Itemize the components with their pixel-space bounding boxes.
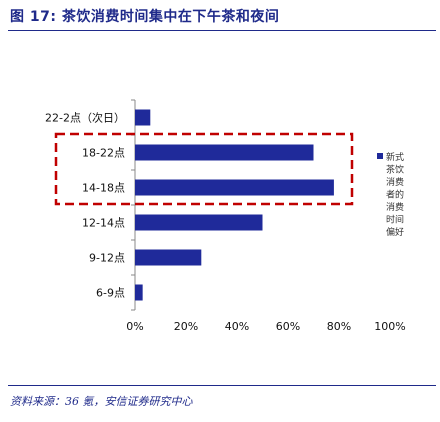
legend-label-line: 茶饮 <box>386 164 404 176</box>
highlight-box <box>54 132 354 206</box>
bar-1 <box>135 109 151 126</box>
footer-divider <box>8 385 436 386</box>
bar-5 <box>135 249 202 266</box>
legend-label-line: 新式 <box>386 151 404 163</box>
x-tick-label: 0% <box>126 320 143 333</box>
category-label: 9-12点 <box>89 252 125 265</box>
category-label: 12-14点 <box>82 217 125 230</box>
x-tick-label: 40% <box>225 320 249 333</box>
category-label: 18-22点 <box>82 147 125 160</box>
category-label: 14-18点 <box>82 182 125 195</box>
legend-label-line: 消费 <box>386 176 404 188</box>
title-text: 茶饮消费时间集中在下午茶和夜间 <box>61 9 280 25</box>
legend-marker <box>377 153 383 159</box>
bar-6 <box>135 284 143 301</box>
bar-2 <box>135 144 314 161</box>
chart-title: 图 17: 茶饮消费时间集中在下午茶和夜间 <box>10 6 279 26</box>
legend-label-line: 偏好 <box>386 226 404 238</box>
legend-label-line: 消费 <box>386 201 404 213</box>
x-tick-label: 100% <box>374 320 405 333</box>
bar-4 <box>135 214 263 231</box>
x-tick-label: 80% <box>327 320 351 333</box>
figure-label: 图 17: <box>10 9 57 25</box>
legend-label-line: 者的 <box>386 189 404 201</box>
x-tick-label: 20% <box>174 320 198 333</box>
category-label: 22-2点（次日） <box>45 111 125 125</box>
title-divider <box>8 30 436 31</box>
bar-3 <box>135 179 334 196</box>
source-note: 资料来源：36 氪，安信证券研究中心 <box>10 395 193 408</box>
x-tick-label: 60% <box>276 320 300 333</box>
legend-label-line: 时间 <box>386 214 404 226</box>
category-label: 6-9点 <box>96 287 125 300</box>
